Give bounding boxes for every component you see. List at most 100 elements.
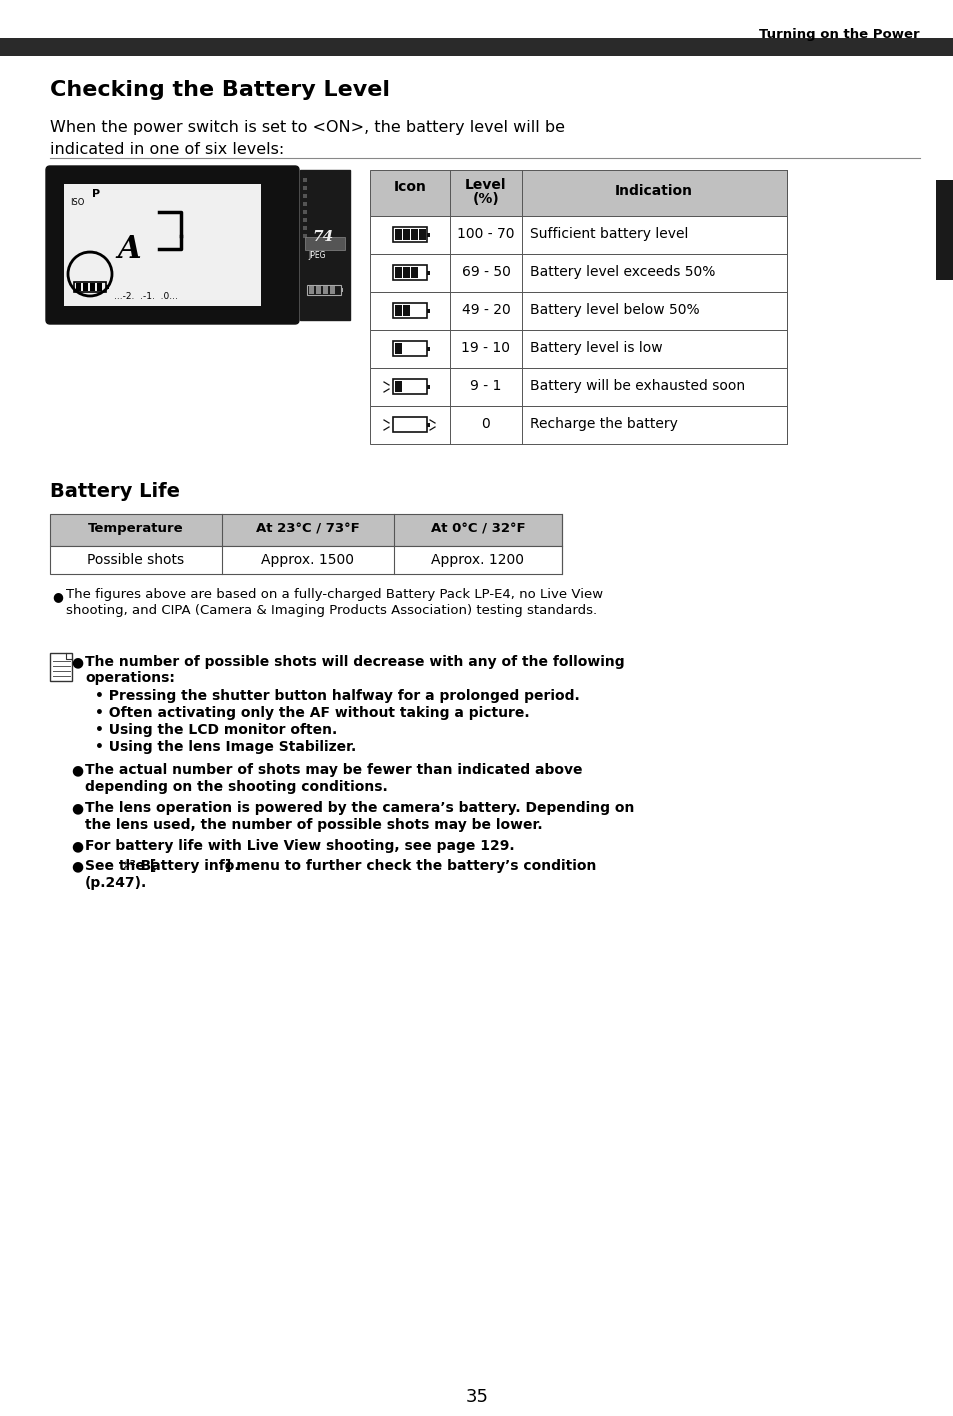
Bar (402, 268, 410, 278)
Bar (307, 285, 340, 295)
Bar (395, 268, 401, 278)
Bar (303, 218, 307, 222)
Text: (%): (%) (472, 193, 498, 205)
Text: P: P (91, 188, 100, 200)
Bar (370, 170, 786, 217)
Text: 0: 0 (481, 416, 490, 430)
Bar (393, 341, 427, 355)
Bar (427, 347, 430, 351)
Bar (370, 253, 786, 292)
Bar (370, 368, 786, 406)
Text: Approx. 1500: Approx. 1500 (261, 554, 355, 566)
Bar (427, 385, 430, 389)
Bar (370, 406, 786, 445)
Bar (427, 234, 430, 236)
Bar (427, 270, 430, 275)
Bar (402, 304, 410, 316)
Bar (303, 234, 307, 238)
Bar (0, 38, 953, 57)
Text: depending on the shooting conditions.: depending on the shooting conditions. (85, 780, 387, 794)
Text: 49 - 20: 49 - 20 (461, 303, 510, 317)
Bar (427, 309, 430, 313)
Text: ●: ● (71, 840, 83, 852)
Bar (393, 265, 427, 280)
Text: The figures above are based on a fully-charged Battery Pack LP-E4, no Live View: The figures above are based on a fully-c… (66, 588, 602, 600)
Text: The actual number of shots may be fewer than indicated above: The actual number of shots may be fewer … (85, 763, 582, 777)
Text: Level: Level (465, 178, 506, 193)
Bar (370, 330, 786, 368)
Text: The number of possible shots will decrease with any of the following: The number of possible shots will decrea… (85, 656, 624, 668)
Bar (393, 303, 427, 319)
Text: Turning on the Power: Turning on the Power (759, 28, 919, 41)
Bar (74, 282, 106, 292)
Text: See the [: See the [ (85, 860, 156, 874)
Bar (395, 304, 401, 316)
Bar (50, 653, 71, 681)
Bar (64, 184, 261, 306)
Text: ●: ● (71, 763, 83, 777)
Bar (340, 287, 343, 292)
Text: At 0°C / 32°F: At 0°C / 32°F (430, 523, 525, 535)
Text: Recharge the battery: Recharge the battery (530, 416, 678, 430)
Text: 100 - 70: 100 - 70 (456, 227, 515, 241)
Bar (305, 236, 345, 251)
Text: ...-2.  .-1.  .0...: ...-2. .-1. .0... (113, 292, 177, 302)
Text: ISO: ISO (70, 198, 84, 207)
Text: • Often activating only the AF without taking a picture.: • Often activating only the AF without t… (95, 707, 529, 719)
Bar (303, 202, 307, 205)
Bar (315, 286, 320, 295)
Text: A: A (117, 234, 141, 265)
Text: 35: 35 (465, 1388, 488, 1406)
Text: Icon: Icon (394, 180, 426, 194)
Bar (393, 416, 427, 432)
Bar (303, 178, 307, 183)
Text: ●: ● (52, 590, 63, 603)
Bar (50, 547, 561, 573)
Bar (370, 217, 786, 253)
Text: ●: ● (71, 801, 83, 816)
Text: For battery life with Live View shooting, see page 129.: For battery life with Live View shooting… (85, 840, 514, 852)
Text: Checking the Battery Level: Checking the Battery Level (50, 79, 390, 101)
Text: • Pressing the shutter button halfway for a prolonged period.: • Pressing the shutter button halfway fo… (95, 690, 579, 702)
Text: • Using the lens Image Stabilizer.: • Using the lens Image Stabilizer. (95, 741, 355, 753)
Bar (395, 229, 401, 239)
Bar (395, 381, 401, 392)
Text: indicated in one of six levels:: indicated in one of six levels: (50, 142, 284, 157)
Text: (p.247).: (p.247). (85, 877, 147, 891)
Bar (303, 227, 307, 229)
Bar (411, 229, 417, 239)
Bar (393, 379, 427, 394)
Bar (303, 185, 307, 190)
Text: ●: ● (71, 860, 83, 874)
Bar (76, 283, 81, 292)
Bar (50, 514, 561, 547)
Text: Approx. 1200: Approx. 1200 (431, 554, 524, 566)
Bar (395, 343, 401, 354)
Text: ] menu to further check the battery’s condition: ] menu to further check the battery’s co… (225, 860, 596, 874)
Text: Sufficient battery level: Sufficient battery level (530, 227, 688, 241)
Text: shooting, and CIPA (Camera & Imaging Products Association) testing standards.: shooting, and CIPA (Camera & Imaging Pro… (66, 605, 597, 617)
Text: 69 - 50: 69 - 50 (461, 265, 510, 279)
Bar (106, 285, 109, 289)
Text: ♯² Battery info.: ♯² Battery info. (123, 860, 239, 874)
Bar (323, 286, 328, 295)
Bar (303, 210, 307, 214)
Bar (330, 286, 335, 295)
Bar (411, 268, 417, 278)
Bar (393, 227, 427, 242)
Text: The lens operation is powered by the camera’s battery. Depending on: The lens operation is powered by the cam… (85, 801, 634, 816)
Text: 9 - 1: 9 - 1 (470, 379, 501, 394)
Text: Battery level exceeds 50%: Battery level exceeds 50% (530, 265, 715, 279)
Text: Battery level is low: Battery level is low (530, 341, 662, 355)
Text: Possible shots: Possible shots (88, 554, 184, 566)
Bar (303, 194, 307, 198)
Bar (418, 229, 426, 239)
Text: Battery Life: Battery Life (50, 481, 180, 501)
Text: When the power switch is set to <ON>, the battery level will be: When the power switch is set to <ON>, th… (50, 120, 564, 135)
Bar (402, 229, 410, 239)
Text: At 23°C / 73°F: At 23°C / 73°F (255, 523, 359, 535)
Text: the lens used, the number of possible shots may be lower.: the lens used, the number of possible sh… (85, 818, 542, 833)
Bar (935, 180, 953, 280)
Text: 19 - 10: 19 - 10 (461, 341, 510, 355)
Text: Battery will be exhausted soon: Battery will be exhausted soon (530, 379, 744, 394)
